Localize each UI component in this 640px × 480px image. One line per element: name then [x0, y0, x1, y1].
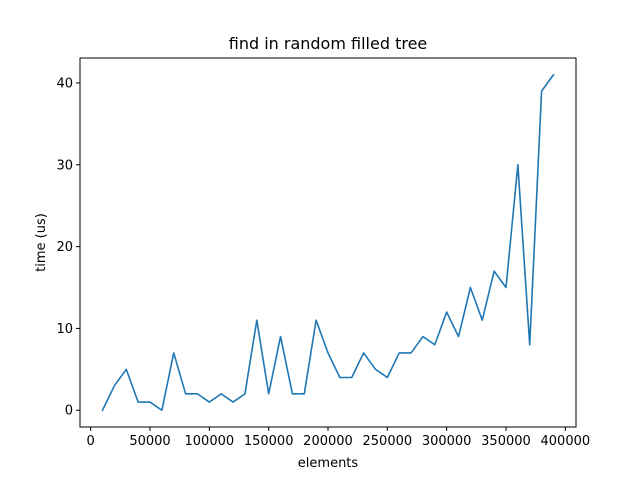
chart-title: find in random filled tree: [229, 34, 428, 53]
y-tick-label: 40: [56, 76, 73, 91]
x-tick-label: 0: [87, 434, 95, 449]
y-tick-label: 0: [65, 404, 73, 419]
y-tick-label: 30: [56, 158, 73, 173]
x-tick-label: 350000: [481, 434, 531, 449]
x-tick-label: 200000: [303, 434, 353, 449]
y-tick-label: 20: [56, 240, 73, 255]
axes-frame: [79, 57, 577, 428]
y-axis-label: time (us): [34, 213, 49, 272]
series-line: [101, 73, 555, 412]
y-axis: 0 10 20 30 40: [56, 76, 80, 419]
x-axis: 0 50000 100000 150000 200000 250000 300000 3500…: [87, 427, 591, 449]
x-tick-label: 250000: [363, 434, 413, 449]
x-tick-label: 300000: [422, 434, 472, 449]
x-tick-label: 150000: [244, 434, 294, 449]
y-tick-label: 10: [56, 322, 73, 337]
x-tick-label: 50000: [129, 434, 170, 449]
plot-area: [101, 73, 555, 412]
x-axis-label: elements: [298, 456, 359, 471]
x-tick-label: 100000: [185, 434, 235, 449]
x-tick-label: 400000: [541, 434, 591, 449]
